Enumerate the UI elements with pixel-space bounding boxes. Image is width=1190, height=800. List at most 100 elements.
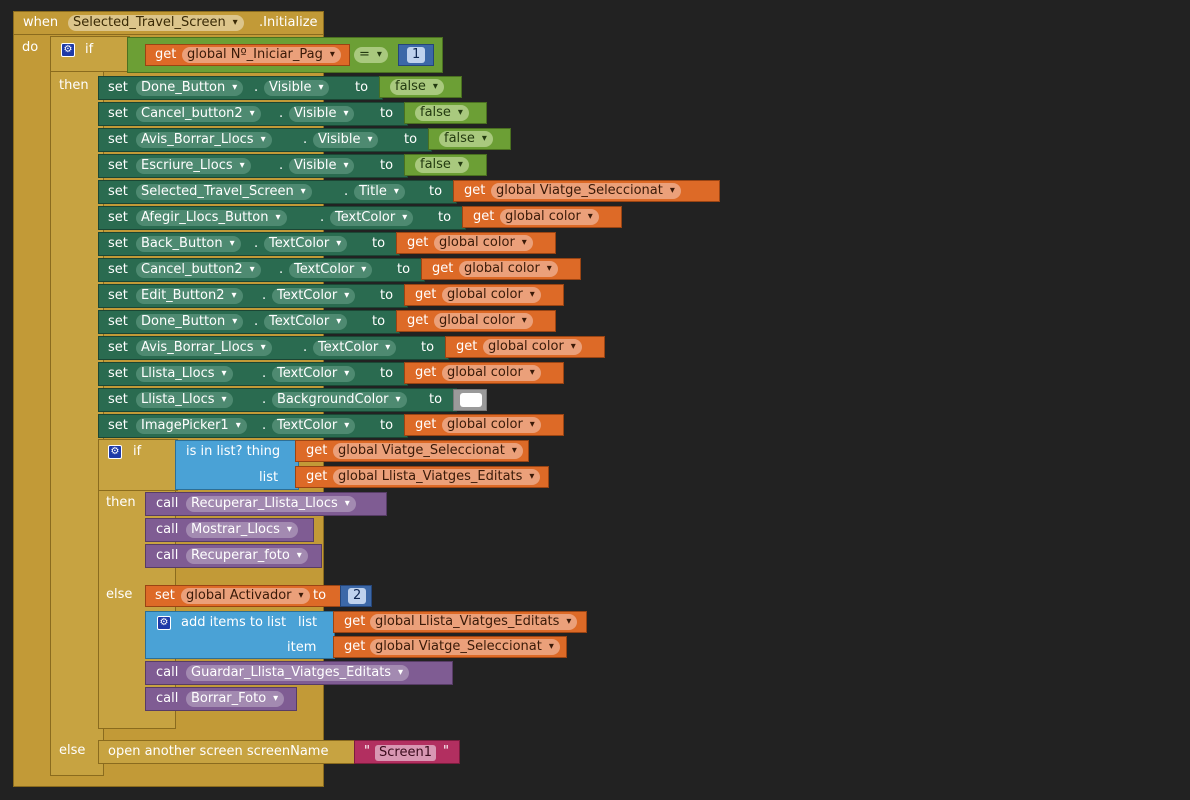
boolean-dropdown[interactable]: false: [390, 79, 444, 95]
procedure-dropdown[interactable]: Guardar_Llista_Viatges_Editats: [186, 665, 410, 681]
variable-dropdown[interactable]: global color: [442, 417, 541, 433]
get-editats-block[interactable]: get global Llista_Viatges_Editats: [333, 611, 587, 633]
set-block[interactable]: set Back_Button. TextColor to: [98, 232, 400, 256]
procedure-call-block[interactable]: call Guardar_Llista_Viatges_Editats: [145, 661, 453, 685]
get-block[interactable]: get global color: [396, 310, 556, 332]
number-2-block[interactable]: 2: [340, 585, 372, 607]
set-block[interactable]: set Selected_Travel_Screen. Title to: [98, 180, 457, 204]
screen-text-block[interactable]: " Screen1 ": [354, 740, 460, 764]
set-block[interactable]: set Done_Button. Visible to: [98, 76, 383, 100]
set-block[interactable]: set Afegir_Llocs_Button. TextColor to: [98, 206, 466, 230]
get-seleccionat-block[interactable]: get global Viatge_Seleccionat: [333, 636, 567, 658]
seleccionat-dropdown[interactable]: global Viatge_Seleccionat: [370, 639, 560, 655]
property-dropdown[interactable]: Visible: [264, 80, 330, 96]
component-dropdown[interactable]: Done_Button: [136, 80, 244, 96]
get-block[interactable]: get global color: [404, 284, 564, 306]
component-dropdown[interactable]: Cancel_button2: [136, 106, 261, 122]
set-block[interactable]: set Llista_Llocs. BackgroundColor to: [98, 388, 457, 412]
number-value[interactable]: 1: [407, 47, 426, 63]
property-dropdown[interactable]: TextColor: [264, 236, 348, 252]
set-block[interactable]: set Escriure_Llocs. Visible to: [98, 154, 408, 178]
variable-dropdown[interactable]: global Viatge_Seleccionat: [491, 183, 681, 199]
set-block[interactable]: set ImagePicker1. TextColor to: [98, 414, 408, 438]
procedure-call-block[interactable]: call Mostrar_Llocs: [145, 518, 314, 542]
property-dropdown[interactable]: TextColor: [313, 340, 397, 356]
property-dropdown[interactable]: BackgroundColor: [272, 392, 407, 408]
event-header[interactable]: when Selected_Travel_Screen .Initialize: [13, 11, 324, 35]
variable-dropdown[interactable]: global color: [434, 313, 533, 329]
variable-dropdown[interactable]: global color: [442, 287, 541, 303]
mutator-gear-icon[interactable]: ⚙: [61, 43, 75, 57]
component-dropdown[interactable]: Edit_Button2: [136, 288, 243, 304]
editats-dropdown[interactable]: global Llista_Viatges_Editats: [370, 614, 578, 630]
property-dropdown[interactable]: Visible: [289, 106, 355, 122]
component-dropdown[interactable]: Afegir_Llocs_Button: [136, 210, 287, 226]
compare-block[interactable]: get global Nº_Iniciar_Pag = 1: [127, 37, 443, 73]
number-block[interactable]: 1: [398, 44, 434, 66]
component-dropdown[interactable]: Done_Button: [136, 314, 244, 330]
procedure-dropdown[interactable]: Mostrar_Llocs: [186, 522, 298, 538]
set-block[interactable]: set Cancel_button2. Visible to: [98, 102, 408, 126]
property-dropdown[interactable]: Visible: [289, 158, 355, 174]
set-block[interactable]: set Edit_Button2. TextColor to: [98, 284, 408, 308]
get-block[interactable]: get global color: [445, 336, 605, 358]
if-block-outer[interactable]: [50, 36, 104, 776]
boolean-block[interactable]: false: [404, 154, 487, 176]
procedure-call-block[interactable]: call Recuperar_Llista_Llocs: [145, 492, 387, 516]
var-dropdown[interactable]: global Nº_Iniciar_Pag: [182, 47, 341, 63]
get-block[interactable]: get global Nº_Iniciar_Pag: [145, 44, 350, 66]
get-block[interactable]: get global color: [404, 362, 564, 384]
get-thing-block[interactable]: get global Viatge_Seleccionat: [295, 440, 529, 462]
inner-if-header[interactable]: ⚙ if: [98, 439, 178, 491]
boolean-block[interactable]: false: [428, 128, 511, 150]
activador-dropdown[interactable]: global Activador: [181, 588, 310, 604]
boolean-dropdown[interactable]: false: [439, 131, 493, 147]
boolean-dropdown[interactable]: false: [415, 105, 469, 121]
variable-dropdown[interactable]: global color: [459, 261, 558, 277]
variable-dropdown[interactable]: global color: [442, 365, 541, 381]
white-color-swatch[interactable]: [460, 393, 482, 407]
property-dropdown[interactable]: TextColor: [272, 288, 356, 304]
procedure-dropdown[interactable]: Recuperar_foto: [186, 548, 308, 564]
component-dropdown[interactable]: Avis_Borrar_Llocs: [136, 132, 272, 148]
add-items-block[interactable]: ⚙ add items to list list item: [145, 611, 335, 659]
get-block[interactable]: get global color: [396, 232, 556, 254]
variable-dropdown[interactable]: global color: [500, 209, 599, 225]
boolean-block[interactable]: false: [404, 102, 487, 124]
property-dropdown[interactable]: Visible: [313, 132, 379, 148]
get-block[interactable]: get global color: [421, 258, 581, 280]
component-dropdown[interactable]: Escriure_Llocs: [136, 158, 251, 174]
add-items-gear-icon[interactable]: ⚙: [157, 616, 171, 630]
procedure-dropdown[interactable]: Recuperar_Llista_Llocs: [186, 496, 356, 512]
set-activador-block[interactable]: set global Activador to: [145, 585, 345, 607]
screen-dropdown[interactable]: Selected_Travel_Screen: [68, 15, 244, 31]
variable-dropdown[interactable]: global color: [434, 235, 533, 251]
set-block[interactable]: set Done_Button. TextColor to: [98, 310, 400, 334]
get-block[interactable]: get global Viatge_Seleccionat: [453, 180, 720, 202]
property-dropdown[interactable]: Title: [354, 184, 405, 200]
component-dropdown[interactable]: Avis_Borrar_Llocs: [136, 340, 272, 356]
number-2-value[interactable]: 2: [348, 588, 367, 604]
boolean-block[interactable]: false: [379, 76, 462, 98]
thing-var-dropdown[interactable]: global Viatge_Seleccionat: [333, 443, 523, 459]
set-block[interactable]: set Llista_Llocs. TextColor to: [98, 362, 408, 386]
get-list-block[interactable]: get global Llista_Viatges_Editats: [295, 466, 549, 488]
component-dropdown[interactable]: Cancel_button2: [136, 262, 261, 278]
procedure-call-block[interactable]: call Recuperar_foto: [145, 544, 322, 568]
is-in-list-block[interactable]: is in list? thing list: [175, 440, 299, 490]
inner-mutator-gear-icon[interactable]: ⚙: [108, 445, 122, 459]
component-dropdown[interactable]: Selected_Travel_Screen: [136, 184, 312, 200]
set-block[interactable]: set Avis_Borrar_Llocs. Visible to: [98, 128, 432, 152]
property-dropdown[interactable]: TextColor: [330, 210, 414, 226]
procedure-call-block[interactable]: call Borrar_Foto: [145, 687, 297, 711]
color-block[interactable]: [453, 389, 487, 411]
variable-dropdown[interactable]: global color: [483, 339, 582, 355]
component-dropdown[interactable]: Llista_Llocs: [136, 366, 233, 382]
list-var-dropdown[interactable]: global Llista_Viatges_Editats: [333, 469, 541, 485]
get-block[interactable]: get global color: [462, 206, 622, 228]
property-dropdown[interactable]: TextColor: [264, 314, 348, 330]
component-dropdown[interactable]: Llista_Llocs: [136, 392, 233, 408]
property-dropdown[interactable]: TextColor: [272, 418, 356, 434]
set-block[interactable]: set Cancel_button2. TextColor to: [98, 258, 425, 282]
open-screen-block[interactable]: open another screen screenName: [98, 740, 358, 764]
